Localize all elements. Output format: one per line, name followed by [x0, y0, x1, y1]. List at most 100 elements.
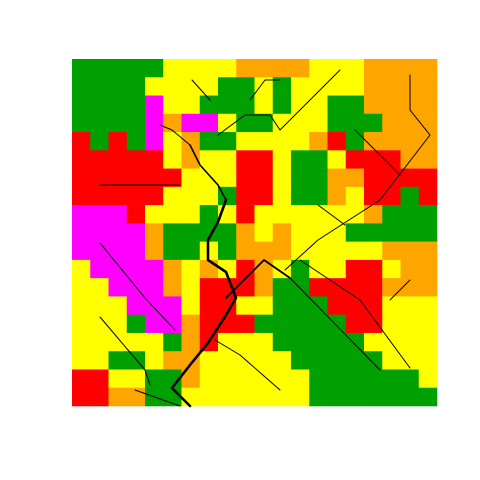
cell	[145, 314, 164, 334]
cell	[72, 59, 91, 78]
cell	[382, 59, 401, 78]
cell	[400, 223, 420, 242]
cell	[108, 132, 128, 151]
cell	[291, 150, 310, 169]
cell	[218, 351, 237, 370]
cell	[90, 296, 109, 315]
cell	[145, 168, 164, 188]
cell	[364, 186, 383, 206]
river	[279, 69, 341, 131]
cell	[382, 168, 401, 188]
cell	[345, 351, 365, 370]
cell	[236, 259, 255, 279]
cell	[126, 77, 146, 96]
cell	[218, 95, 237, 115]
cell	[364, 332, 383, 352]
cell	[400, 132, 420, 151]
cell	[272, 223, 292, 242]
cell	[382, 150, 401, 169]
cell	[418, 186, 438, 206]
cell	[291, 132, 310, 151]
cell	[272, 332, 292, 352]
cell	[199, 314, 219, 334]
cell	[108, 223, 128, 242]
cell	[345, 186, 365, 206]
cell	[90, 332, 109, 352]
cell	[181, 332, 201, 352]
cell	[291, 241, 310, 261]
cell	[345, 278, 365, 297]
cell	[364, 296, 383, 315]
cell	[418, 387, 438, 407]
cell	[236, 95, 255, 115]
river	[284, 74, 431, 271]
cell	[254, 113, 274, 133]
cell	[309, 168, 328, 188]
cell	[108, 59, 128, 78]
cell	[145, 351, 164, 370]
cell	[291, 278, 310, 297]
cell	[126, 314, 146, 334]
cell	[364, 369, 383, 389]
cell	[145, 223, 164, 242]
cell	[327, 387, 347, 407]
cell	[72, 223, 91, 242]
cell	[126, 168, 146, 188]
cell	[163, 223, 182, 242]
cell	[199, 351, 219, 370]
cell	[254, 59, 274, 78]
cell	[236, 296, 255, 315]
cell	[291, 369, 310, 389]
cell	[199, 369, 219, 389]
cell	[418, 132, 438, 151]
cell	[72, 95, 91, 115]
cell	[145, 132, 164, 151]
cell	[382, 278, 401, 297]
river	[191, 79, 211, 101]
cell	[90, 95, 109, 115]
cell	[236, 223, 255, 242]
cell	[364, 259, 383, 279]
cell	[72, 113, 91, 133]
cell	[291, 223, 310, 242]
river	[214, 339, 281, 391]
cell	[181, 132, 201, 151]
cell	[90, 205, 109, 224]
cell	[364, 59, 383, 78]
cell	[218, 77, 237, 96]
cell	[199, 296, 219, 315]
cell	[218, 332, 237, 352]
cell	[90, 369, 109, 389]
river	[134, 389, 181, 407]
cell	[382, 132, 401, 151]
cell	[382, 241, 401, 261]
cell	[108, 332, 128, 352]
cell	[145, 77, 164, 96]
cell	[272, 186, 292, 206]
cell	[163, 113, 182, 133]
cell	[418, 223, 438, 242]
cell	[272, 259, 292, 279]
cell	[236, 278, 255, 297]
cell	[181, 223, 201, 242]
cell	[218, 223, 237, 242]
cell	[309, 113, 328, 133]
cell	[108, 77, 128, 96]
cell	[382, 314, 401, 334]
cell	[327, 113, 347, 133]
cell	[181, 241, 201, 261]
cell	[327, 205, 347, 224]
cell	[272, 387, 292, 407]
cell	[254, 332, 274, 352]
cell	[236, 369, 255, 389]
cell	[418, 241, 438, 261]
cell	[236, 387, 255, 407]
cell	[272, 59, 292, 78]
cell	[272, 132, 292, 151]
river	[99, 242, 176, 331]
cell	[327, 369, 347, 389]
cell	[309, 351, 328, 370]
cell	[272, 241, 292, 261]
cell	[327, 77, 347, 96]
cell	[345, 77, 365, 96]
